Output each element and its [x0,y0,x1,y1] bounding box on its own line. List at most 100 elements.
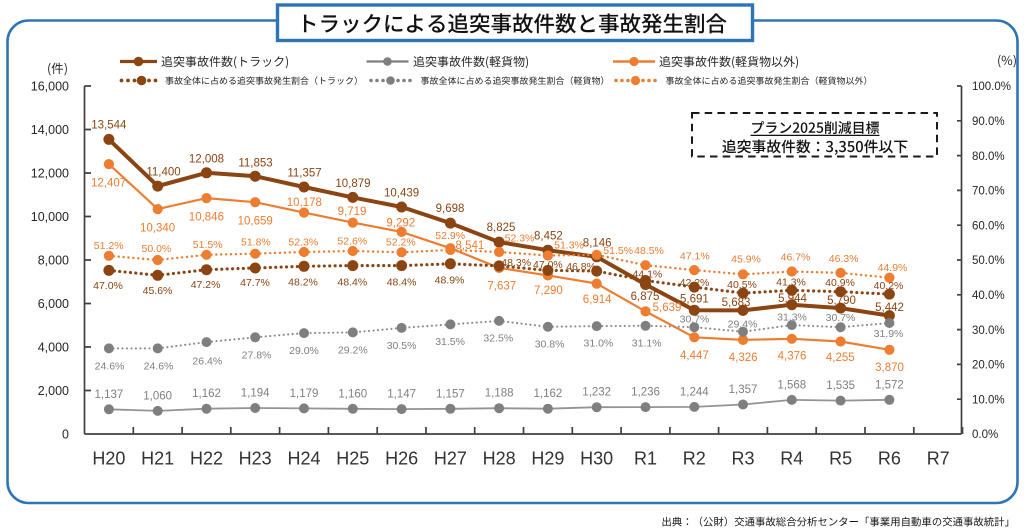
svg-text:2,000: 2,000 [38,384,69,398]
svg-text:1,147: 1,147 [387,389,416,401]
svg-text:10,178: 10,178 [287,197,322,209]
svg-text:48.9%: 48.9% [435,275,465,287]
svg-text:4,000: 4,000 [38,340,69,354]
svg-text:30.7%: 30.7% [680,314,710,326]
svg-text:1,160: 1,160 [338,388,367,400]
svg-text:13,544: 13,544 [91,120,127,132]
svg-text:40.5%: 40.5% [727,279,757,291]
svg-text:1,357: 1,357 [729,384,758,396]
svg-text:11,853: 11,853 [238,158,272,170]
svg-text:12,000: 12,000 [31,166,69,180]
svg-text:R4: R4 [780,449,803,469]
svg-text:10,659: 10,659 [238,216,273,228]
svg-text:H24: H24 [287,449,320,469]
svg-text:1,572: 1,572 [875,379,904,391]
svg-text:1,179: 1,179 [290,388,319,400]
svg-text:5,683: 5,683 [722,297,751,309]
svg-text:31.0%: 31.0% [584,337,614,349]
svg-text:47.7%: 47.7% [240,277,270,289]
svg-text:1,060: 1,060 [143,390,172,402]
svg-text:8,541: 8,541 [456,240,485,252]
svg-text:1,162: 1,162 [534,388,563,400]
svg-text:48.2%: 48.2% [288,277,318,289]
svg-text:5,944: 5,944 [778,293,807,305]
svg-text:R6: R6 [878,449,901,469]
svg-text:5,639: 5,639 [653,302,682,314]
svg-text:10,439: 10,439 [384,188,419,200]
svg-text:48.4%: 48.4% [387,277,417,289]
svg-text:52.2%: 52.2% [386,236,416,248]
svg-text:0: 0 [62,427,69,441]
svg-text:42.2%: 42.2% [680,277,710,289]
svg-text:40.2%: 40.2% [874,280,904,292]
svg-text:H27: H27 [434,449,467,469]
svg-text:1,244: 1,244 [680,386,709,398]
svg-text:47.1%: 47.1% [680,251,710,263]
svg-text:27.8%: 27.8% [242,350,272,362]
svg-text:H23: H23 [239,449,272,469]
svg-text:32.5%: 32.5% [483,333,513,345]
svg-text:50.0%: 50.0% [142,243,172,255]
svg-text:41.3%: 41.3% [776,277,806,289]
svg-text:5,691: 5,691 [680,294,709,306]
svg-text:24.6%: 24.6% [144,361,174,373]
svg-text:51.5%: 51.5% [603,245,633,257]
svg-text:47.2%: 47.2% [191,279,221,291]
svg-text:46.8%: 46.8% [566,261,596,273]
svg-text:45.9%: 45.9% [731,254,761,266]
svg-text:10,846: 10,846 [189,212,224,224]
svg-text:90.0%: 90.0% [972,116,1005,128]
svg-text:20.0%: 20.0% [972,360,1005,372]
svg-text:4,326: 4,326 [729,352,758,364]
svg-text:8,000: 8,000 [38,253,69,267]
svg-text:H20: H20 [92,449,125,469]
svg-text:31.1%: 31.1% [632,337,662,349]
svg-text:9,698: 9,698 [436,203,465,215]
svg-text:8,452: 8,452 [534,231,563,243]
svg-text:70.0%: 70.0% [972,186,1005,198]
svg-text:5,790: 5,790 [827,295,856,307]
svg-text:48.4%: 48.4% [337,277,367,289]
svg-text:R2: R2 [683,449,706,469]
svg-text:30.8%: 30.8% [535,339,565,351]
svg-text:12,008: 12,008 [189,154,224,166]
svg-text:4,447: 4,447 [680,350,709,362]
svg-text:12,407: 12,407 [91,178,126,190]
svg-text:60.0%: 60.0% [972,220,1005,232]
svg-text:H25: H25 [336,449,369,469]
svg-text:H30: H30 [580,449,613,469]
svg-text:6,914: 6,914 [583,294,612,306]
svg-text:29.4%: 29.4% [728,319,758,331]
svg-text:9,292: 9,292 [386,217,415,229]
svg-text:11,357: 11,357 [287,168,321,180]
svg-text:16,000: 16,000 [31,79,69,93]
svg-text:R3: R3 [731,449,754,469]
svg-text:0.0%: 0.0% [972,429,998,441]
svg-text:24.6%: 24.6% [95,361,125,373]
svg-text:44.1%: 44.1% [633,269,663,281]
svg-text:7,637: 7,637 [487,281,516,293]
svg-text:H22: H22 [190,449,223,469]
svg-text:R1: R1 [634,449,657,469]
svg-text:4,255: 4,255 [826,352,855,364]
svg-text:40.9%: 40.9% [825,277,855,289]
svg-text:8,825: 8,825 [487,222,516,234]
svg-text:R5: R5 [829,449,852,469]
svg-text:H26: H26 [385,449,418,469]
svg-text:1,535: 1,535 [826,380,855,392]
svg-text:51.8%: 51.8% [241,237,271,249]
svg-text:6,875: 6,875 [631,291,660,303]
svg-text:4,376: 4,376 [778,351,807,363]
svg-text:1,188: 1,188 [485,388,514,400]
svg-text:1,157: 1,157 [436,388,465,400]
svg-text:48.3%: 48.3% [501,257,531,269]
svg-text:80.0%: 80.0% [972,151,1005,163]
svg-text:8,146: 8,146 [583,237,612,249]
svg-text:10,879: 10,879 [335,178,370,190]
svg-text:H28: H28 [483,449,516,469]
svg-text:30.0%: 30.0% [972,325,1005,337]
svg-text:47.0%: 47.0% [533,259,563,271]
svg-text:10.0%: 10.0% [972,394,1005,406]
svg-text:52.6%: 52.6% [337,236,367,248]
svg-text:6,000: 6,000 [38,297,69,311]
